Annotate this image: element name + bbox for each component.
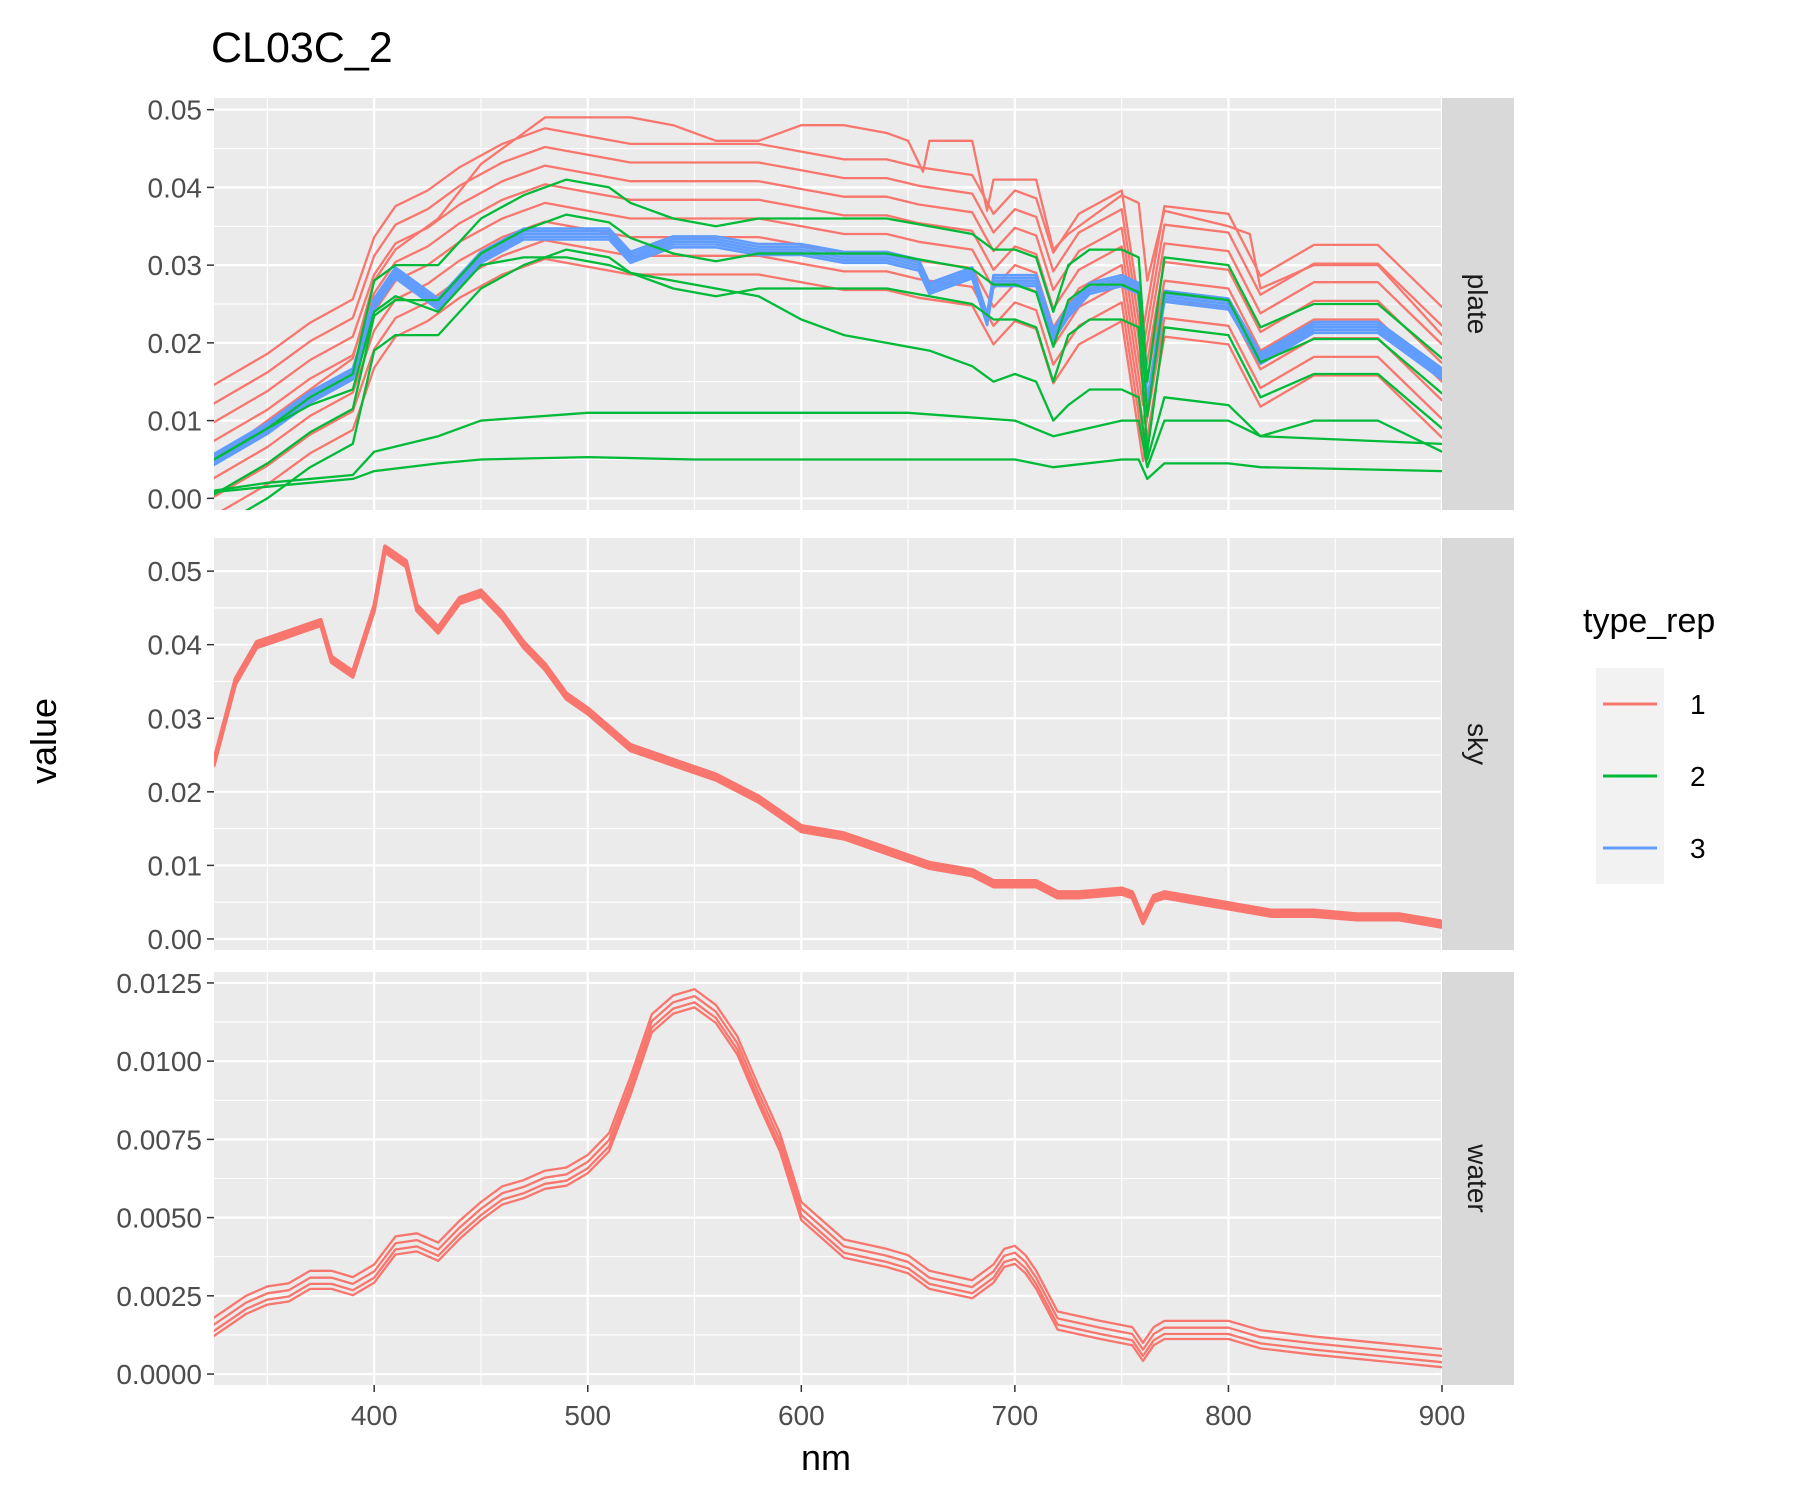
facet-strip-label: sky [1462, 723, 1493, 765]
y-tick-label: 0.0050 [116, 1203, 202, 1234]
x-axis-title: nm [801, 1437, 851, 1478]
facet-series [214, 116, 1442, 510]
y-tick-label: 0.0000 [116, 1359, 202, 1390]
y-tick-label: 0.03 [148, 703, 203, 734]
y-tick-label: 0.01 [148, 406, 203, 437]
series-line-1 [214, 1006, 1442, 1369]
facet-strip-label: plate [1462, 274, 1493, 335]
y-tick-label: 0.0025 [116, 1281, 202, 1312]
facet-strip [1442, 98, 1514, 510]
facet-series [214, 988, 1442, 1369]
y-axis-title: value [23, 698, 64, 784]
facet-strip [1442, 538, 1514, 950]
series-line-1 [214, 988, 1442, 1351]
y-tick-label: 0.00 [148, 924, 203, 955]
y-tick-label: 0.02 [148, 777, 203, 808]
facet-panel-plate: 0.00 0.01 0.02 0.03 0.04 0.05 plate [148, 95, 1514, 514]
legend-label: 1 [1690, 689, 1706, 720]
legend: type_rep 1 2 3 [1583, 602, 1715, 884]
series-line-2 [214, 411, 1442, 492]
series-line-1 [214, 239, 1442, 498]
y-tick-label: 0.04 [148, 172, 203, 203]
legend-label: 3 [1690, 833, 1706, 864]
x-tick-label: 500 [564, 1400, 611, 1431]
legend-item: 2 [1596, 740, 1706, 812]
legend-title: type_rep [1583, 602, 1715, 640]
facet-series [214, 544, 1442, 929]
chart-title: CL03C_2 [211, 24, 393, 72]
series-line-1 [214, 116, 1442, 461]
series-line-2 [214, 455, 1442, 494]
series-line-1 [214, 164, 1442, 424]
x-tick-label: 700 [992, 1400, 1039, 1431]
x-tick-label: 600 [778, 1400, 825, 1431]
series-line-1 [214, 145, 1442, 405]
series-line-2 [214, 178, 1442, 461]
y-tick-label: 0.02 [148, 328, 203, 359]
facet-panel-sky: 0.00 0.01 0.02 0.03 0.04 0.05 sky [148, 538, 1514, 955]
x-tick-label: 400 [351, 1400, 398, 1431]
facet-panels: 0.000.010.020.030.040.05plate0.000.010.0… [116, 95, 1514, 1390]
y-tick-label: 0.0075 [116, 1124, 202, 1155]
series-line-1 [214, 1001, 1442, 1364]
y-tick-label: 0.03 [148, 250, 203, 281]
y-tick-label: 0.01 [148, 850, 203, 881]
facet-panel-water: 0.0000 0.0025 0.0050 0.0075 0.0100 0.0125 wate… [116, 968, 1514, 1390]
y-tick-label: 0.00 [148, 483, 203, 514]
facet-strip [1442, 972, 1514, 1385]
y-tick-label: 0.0100 [116, 1046, 202, 1077]
series-line-2 [214, 213, 1442, 496]
x-axis: 400 500 600 700 800 900 [351, 1385, 1466, 1431]
y-tick-label: 0.05 [148, 95, 203, 126]
y-tick-label: 0.04 [148, 630, 203, 661]
y-tick-label: 0.0125 [116, 968, 202, 999]
series-line-2 [214, 256, 1442, 461]
y-tick-label: 0.05 [148, 556, 203, 587]
series-line-1 [214, 544, 1442, 924]
x-tick-label: 800 [1205, 1400, 1252, 1431]
series-line-1 [214, 994, 1442, 1358]
legend-label: 2 [1690, 761, 1706, 792]
panel-background [214, 538, 1442, 950]
legend-item: 1 [1596, 668, 1706, 740]
series-line-2 [245, 248, 1442, 510]
legend-item: 3 [1596, 812, 1706, 884]
facet-strip-label: water [1462, 1143, 1493, 1212]
x-tick-label: 900 [1419, 1400, 1466, 1431]
series-line-1 [214, 127, 1442, 386]
